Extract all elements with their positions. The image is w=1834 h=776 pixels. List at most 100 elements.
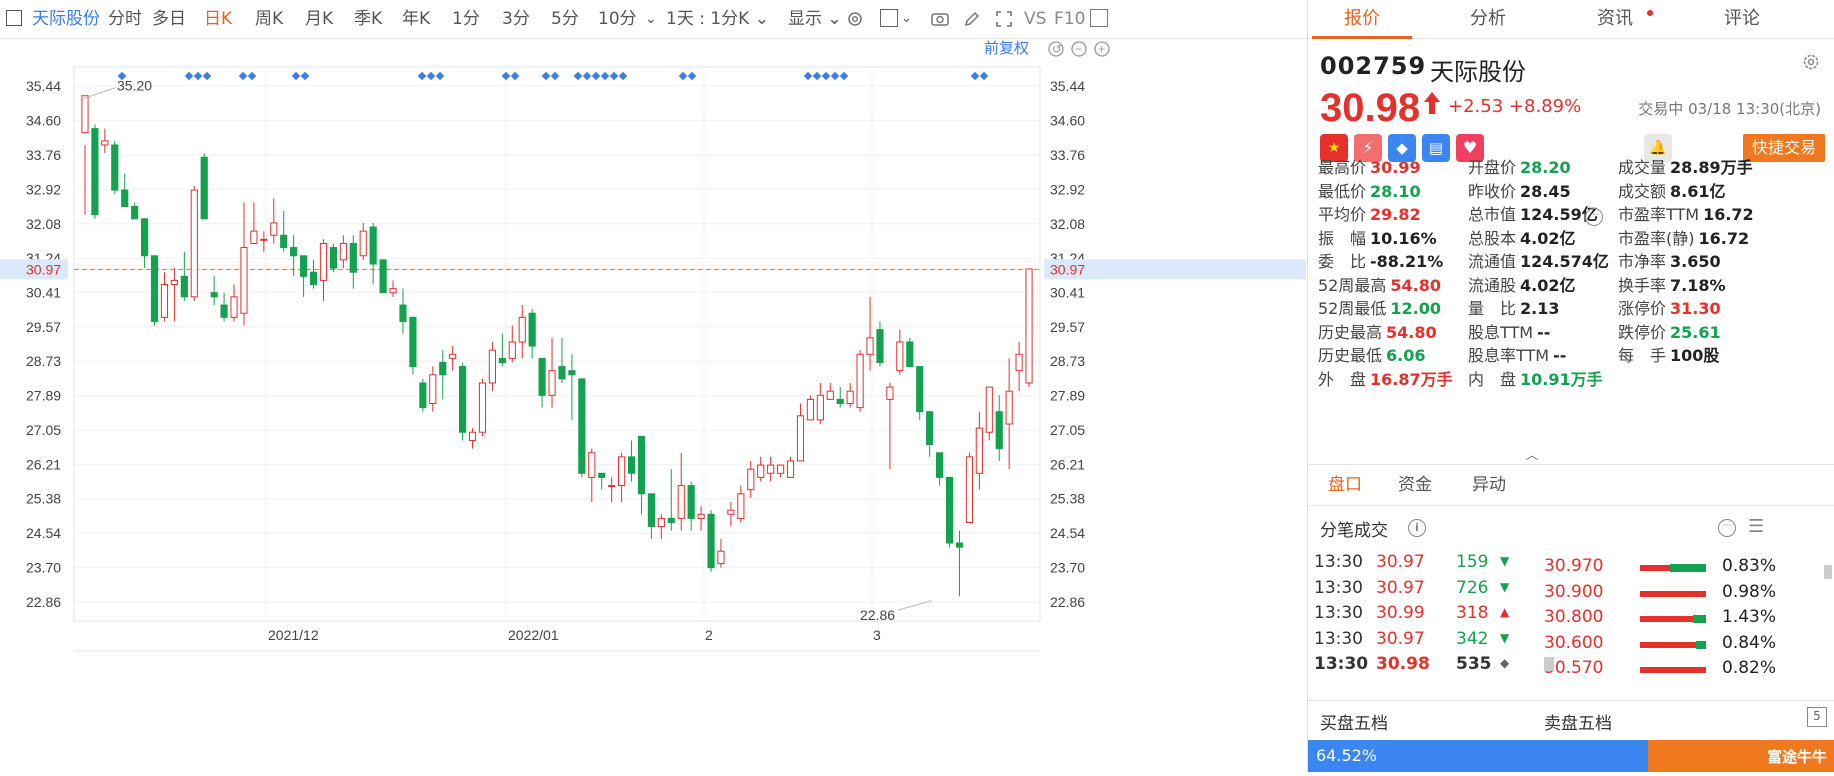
y-tick-right: 22.86 — [1050, 594, 1085, 610]
dist-bar — [1640, 590, 1706, 597]
candle-up — [886, 386, 894, 400]
layout-chevron-icon[interactable]: ⌄ — [901, 11, 912, 26]
alert-bell-icon[interactable]: 🔔 — [1644, 134, 1672, 162]
section-tabs: 盘口 资金 异动 — [1308, 464, 1834, 506]
collapse-chevron-icon[interactable]: ︿ — [1526, 448, 1539, 462]
panel-toggle-icon[interactable] — [1090, 9, 1108, 27]
fullscreen-icon[interactable] — [994, 9, 1014, 29]
quote-field: 开盘价 28.20 — [1468, 154, 1571, 181]
candle-down — [309, 271, 318, 285]
quick-chart-icon[interactable]: ⚡ — [1354, 134, 1382, 162]
kline-svg[interactable]: 35.44 35.44 34.60 34.60 33.76 33.76 32.92 32.92… — [0, 39, 1306, 772]
layout-icon[interactable] — [880, 9, 898, 27]
zoom-in-icon[interactable] — [1094, 41, 1110, 57]
tab-analysis[interactable]: 分析 — [1470, 8, 1506, 29]
quote-field-value: 16.72 — [1698, 228, 1750, 248]
period-tab-10[interactable]: 10分 — [598, 9, 637, 29]
quote-field-value: 124.574亿 — [1520, 252, 1609, 271]
display-menu[interactable]: 显示 ⌄ — [788, 9, 842, 29]
favorite-heart-icon[interactable]: ♥ — [1456, 134, 1484, 162]
min-price-label: 22.86 — [860, 607, 895, 623]
stock-name-tab[interactable]: 天际股份 — [32, 9, 100, 29]
quote-field: 最低价 28.10 — [1318, 178, 1421, 205]
tab-movement[interactable]: 异动 — [1472, 475, 1506, 495]
candle-down — [637, 435, 646, 495]
event-marker — [812, 71, 822, 81]
quote-field-label: 市净率 — [1618, 252, 1667, 271]
settings-icon[interactable] — [1801, 52, 1821, 72]
china-flag-icon[interactable]: ★ — [1320, 134, 1348, 162]
tick-price: 30.97 — [1376, 628, 1425, 649]
f10-button[interactable]: F10 — [1054, 9, 1086, 29]
more-info-icon[interactable]: ··· — [1585, 208, 1603, 226]
period-tab-9[interactable]: 5分 — [551, 9, 579, 29]
quote-field-value: 3.650 — [1670, 252, 1721, 271]
tick-time: 13:30 — [1314, 654, 1369, 674]
period-tab-5[interactable]: 季K — [354, 9, 383, 29]
tab-capital[interactable]: 资金 — [1398, 475, 1432, 495]
tab-quote[interactable]: 报价 — [1312, 0, 1412, 39]
last-price: 30.98 — [1320, 86, 1421, 130]
pencil-icon[interactable] — [962, 9, 982, 29]
interval-select[interactable]: 1天 : 1分K ⌄ — [666, 9, 769, 29]
quote-field: 历史最低 6.06 — [1318, 342, 1426, 369]
candle-up — [896, 341, 904, 372]
candle-up — [1005, 390, 1013, 425]
quick-trade-button[interactable]: 快捷交易 — [1743, 134, 1825, 162]
sidebar-toggle-icon[interactable] — [6, 10, 22, 26]
candle-down — [538, 357, 546, 396]
adjust-mode-button[interactable]: 前复权 — [984, 39, 1029, 57]
tab-orderbook[interactable]: 盘口 — [1328, 475, 1362, 495]
quote-field: 外 盘 16.87万手 — [1318, 366, 1453, 393]
camera-icon[interactable] — [930, 9, 950, 29]
more-icon[interactable]: ··· — [1718, 519, 1736, 537]
period-tab-2[interactable]: 日K — [204, 9, 233, 29]
tag-icon[interactable]: ◆ — [1388, 134, 1416, 162]
neutral-diamond-icon: ◆ — [1500, 656, 1510, 670]
note-icon[interactable]: ▤ — [1422, 134, 1450, 162]
buy-sell-ratio-bar: 64.52% 富途牛牛 — [1308, 740, 1834, 772]
candle-down — [558, 366, 566, 380]
more-periods-chevron-icon[interactable]: ⌄ — [645, 11, 657, 27]
y-tick-left: 27.89 — [26, 388, 61, 404]
candle-up — [190, 189, 198, 298]
period-tab-3[interactable]: 周K — [255, 9, 284, 29]
quote-field-label: 涨停价 — [1618, 299, 1667, 318]
candle-up — [717, 550, 725, 565]
quote-field-value: 7.18% — [1670, 275, 1726, 295]
period-tab-1[interactable]: 多日 — [152, 9, 186, 29]
quote-field-label: 成交量 — [1618, 158, 1667, 177]
event-marker — [193, 71, 203, 81]
quote-field-label: 成交额 — [1618, 181, 1667, 201]
scrollbar-thumb[interactable] — [1824, 565, 1832, 579]
event-marker — [435, 71, 445, 81]
candle-up — [230, 296, 238, 318]
tab-news[interactable]: 资讯 — [1597, 8, 1633, 29]
period-tab-6[interactable]: 年K — [402, 9, 431, 29]
tab-comments[interactable]: 评论 — [1724, 8, 1760, 29]
gear-icon[interactable] — [845, 9, 865, 29]
kline-chart[interactable]: 35.44 35.44 34.60 34.60 33.76 33.76 32.92 32.92… — [0, 39, 1306, 772]
five-level-icon[interactable]: 5 — [1807, 707, 1827, 727]
max-leader — [79, 87, 117, 101]
candle-up — [846, 390, 854, 405]
quote-field-value: 16.87万手 — [1370, 369, 1453, 389]
candle-up — [767, 464, 775, 474]
period-tab-0[interactable]: 分时 — [108, 9, 142, 29]
stock-name: 天际股份 — [1430, 58, 1526, 86]
list-view-icon[interactable]: ☰ — [1748, 516, 1765, 537]
period-tab-4[interactable]: 月K — [305, 9, 334, 29]
zoom-out-icon[interactable] — [1071, 41, 1087, 57]
ticks-scrollbar[interactable] — [1544, 657, 1554, 671]
candle-up — [757, 464, 765, 478]
info-icon[interactable]: i — [1408, 519, 1426, 537]
period-tab-8[interactable]: 3分 — [502, 9, 530, 29]
period-tab-7[interactable]: 1分 — [452, 9, 480, 29]
undo-icon[interactable] — [1048, 41, 1064, 57]
quote-field-label: 昨收价 — [1468, 181, 1517, 201]
dist-bar-buy — [1692, 615, 1706, 623]
vs-button[interactable]: VS — [1024, 9, 1047, 29]
candle-up — [389, 288, 397, 294]
quote-field-value: 28.89万手 — [1670, 158, 1753, 177]
dist-pct: 1.43% — [1722, 607, 1777, 627]
